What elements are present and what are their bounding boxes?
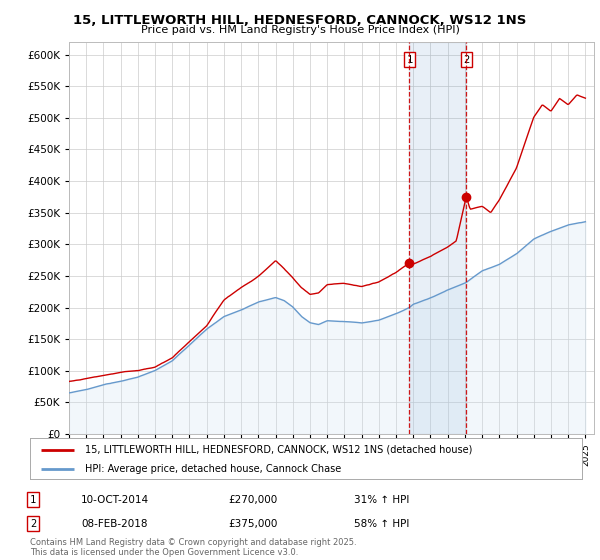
Text: 10-OCT-2014: 10-OCT-2014 bbox=[81, 494, 149, 505]
Text: Contains HM Land Registry data © Crown copyright and database right 2025.
This d: Contains HM Land Registry data © Crown c… bbox=[30, 538, 356, 557]
Text: £375,000: £375,000 bbox=[228, 519, 277, 529]
Text: 2: 2 bbox=[30, 519, 36, 529]
Text: HPI: Average price, detached house, Cannock Chase: HPI: Average price, detached house, Cann… bbox=[85, 464, 341, 474]
Text: 2: 2 bbox=[463, 55, 469, 64]
Text: £270,000: £270,000 bbox=[228, 494, 277, 505]
Bar bbox=[409, 42, 466, 434]
Text: Price paid vs. HM Land Registry's House Price Index (HPI): Price paid vs. HM Land Registry's House … bbox=[140, 25, 460, 35]
Text: 15, LITTLEWORTH HILL, HEDNESFORD, CANNOCK, WS12 1NS: 15, LITTLEWORTH HILL, HEDNESFORD, CANNOC… bbox=[73, 14, 527, 27]
Text: 31% ↑ HPI: 31% ↑ HPI bbox=[354, 494, 409, 505]
Text: 15, LITTLEWORTH HILL, HEDNESFORD, CANNOCK, WS12 1NS (detached house): 15, LITTLEWORTH HILL, HEDNESFORD, CANNOC… bbox=[85, 445, 473, 455]
Text: 1: 1 bbox=[406, 55, 413, 64]
Text: 08-FEB-2018: 08-FEB-2018 bbox=[81, 519, 148, 529]
Text: 1: 1 bbox=[30, 494, 36, 505]
Text: 58% ↑ HPI: 58% ↑ HPI bbox=[354, 519, 409, 529]
